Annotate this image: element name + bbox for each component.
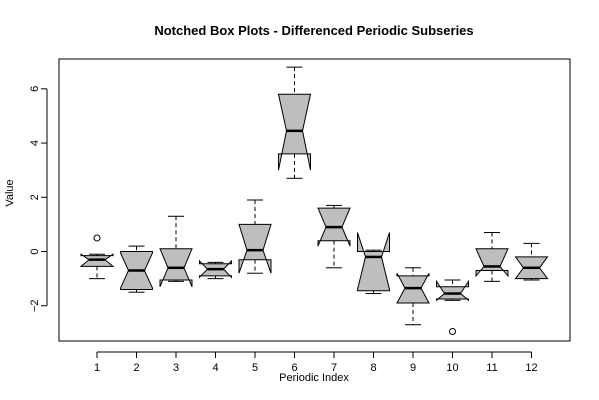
x-tick-label: 11 (486, 362, 497, 374)
outlier-point (93, 234, 101, 242)
x-tick-label: 9 (410, 362, 416, 374)
box-10 (436, 279, 469, 336)
box-7 (317, 204, 351, 269)
box-5 (238, 199, 272, 274)
x-tick-label: 5 (252, 362, 258, 374)
x-tick-label: 4 (212, 362, 218, 374)
box-1 (79, 234, 115, 280)
notched-box (277, 93, 312, 171)
box-2 (120, 245, 153, 293)
y-tick-label: 4 (29, 140, 41, 146)
x-tick-label: 8 (370, 362, 376, 374)
box-9 (396, 267, 430, 326)
box-8 (357, 232, 390, 295)
boxes-layer (79, 66, 549, 336)
notched-box (357, 232, 390, 292)
box-6 (277, 66, 312, 179)
outlier-point (449, 328, 456, 336)
box-3 (159, 215, 193, 287)
x-axis-label: Periodic Index (279, 372, 349, 384)
notched-box (436, 279, 469, 302)
x-tick-label: 6 (291, 362, 297, 374)
y-axis: −2 0 2 4 6 (29, 86, 48, 312)
x-tick-label: 2 (133, 362, 139, 374)
plot-area-frame (58, 58, 571, 342)
y-tick-label: 2 (29, 194, 41, 200)
y-tick-label: 0 (29, 248, 41, 254)
box-11 (475, 232, 509, 282)
y-tick-label: 6 (29, 86, 41, 92)
notched-box (475, 248, 509, 278)
x-tick-label: 1 (94, 362, 100, 374)
box-12 (514, 242, 549, 281)
x-tick-label: 3 (173, 362, 179, 374)
y-axis-label: Value (4, 179, 16, 206)
box-4 (199, 259, 232, 280)
x-tick-label: 7 (331, 362, 337, 374)
x-tick-label: 12 (525, 362, 537, 374)
x-axis: 1 2 3 4 5 6 7 8 9 10 11 12 (94, 351, 538, 374)
chart-title: Notched Box Plots - Differenced Periodic… (154, 23, 473, 38)
x-tick-label: 10 (446, 362, 458, 374)
notched-box (238, 223, 272, 274)
y-tick-label: −2 (29, 299, 41, 312)
